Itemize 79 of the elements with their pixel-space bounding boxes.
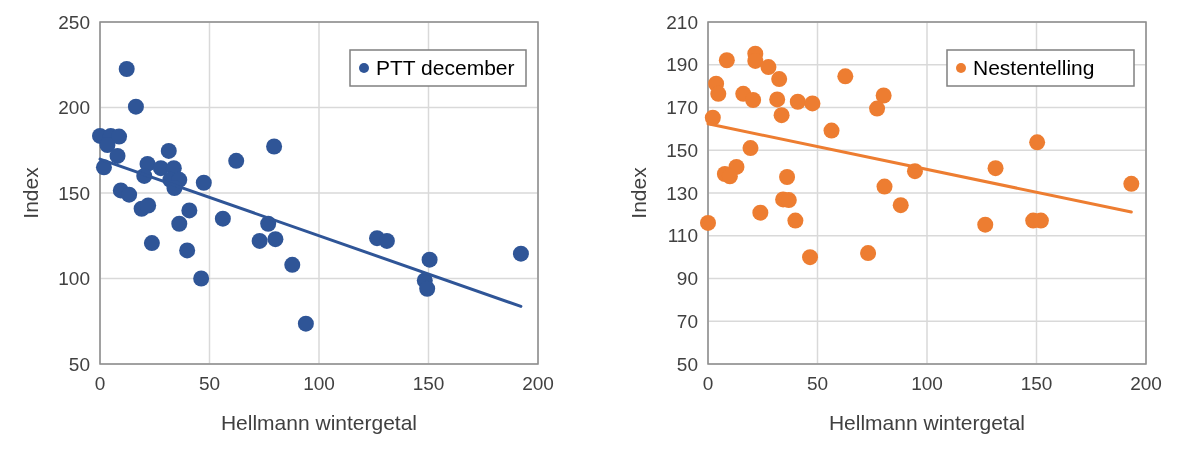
point (179, 242, 196, 259)
point (718, 52, 735, 69)
y-tick-label: 150 (58, 182, 90, 204)
point (977, 216, 994, 233)
point (787, 212, 804, 229)
point (771, 71, 788, 88)
point (512, 245, 529, 262)
point (700, 214, 716, 231)
y-tick-label: 210 (666, 11, 698, 33)
y-tick-label: 70 (676, 310, 698, 332)
point (193, 270, 210, 287)
point (875, 87, 892, 104)
y-tick-label: 90 (676, 268, 698, 290)
point (1123, 175, 1140, 192)
point (121, 186, 138, 203)
x-tick-label: 50 (198, 373, 221, 394)
y-tick-label: 150 (666, 139, 698, 161)
y-tick-label: 130 (666, 182, 698, 204)
x-tick-label: 50 (806, 373, 829, 394)
x-tick-label: 100 (303, 373, 335, 394)
y-tick-label: 200 (58, 97, 90, 119)
point (752, 204, 769, 221)
y-tick-label: 250 (58, 11, 90, 33)
point (181, 202, 198, 219)
y-axis-title: Index (19, 166, 42, 219)
point (143, 235, 160, 252)
point (742, 140, 759, 157)
point (171, 215, 188, 232)
point (214, 210, 231, 227)
x-tick-label: 150 (412, 373, 445, 394)
x-tick-label: 150 (1020, 373, 1053, 394)
point (802, 249, 819, 266)
x-tick-label: 200 (1130, 373, 1162, 394)
point (779, 168, 796, 185)
point (823, 122, 840, 139)
y-tick-label: 50 (68, 353, 90, 375)
point (760, 59, 777, 76)
point (228, 152, 245, 169)
y-tick-label: 50 (676, 353, 698, 375)
point (421, 251, 438, 268)
point (773, 107, 790, 124)
y-tick-label: 190 (666, 54, 698, 76)
point (892, 197, 909, 214)
point (251, 232, 268, 249)
point (127, 98, 144, 115)
x-axis-title: Hellmann wintergetal (828, 411, 1026, 434)
point (140, 197, 157, 214)
point (789, 93, 806, 110)
point (745, 92, 762, 109)
point (837, 68, 854, 85)
point (160, 142, 177, 159)
point (710, 85, 727, 102)
x-tick-label: 200 (522, 373, 554, 394)
point (869, 100, 886, 117)
point (876, 178, 893, 195)
point (297, 315, 314, 332)
point (1029, 134, 1046, 151)
point (860, 245, 877, 262)
point (284, 256, 301, 273)
point (195, 174, 212, 191)
y-tick-label: 170 (666, 97, 698, 119)
point (378, 232, 395, 249)
point (804, 95, 821, 112)
legend-label: PTT december (376, 56, 515, 79)
y-tick-label: 100 (58, 268, 90, 290)
point (419, 280, 436, 297)
y-tick-label: 110 (667, 225, 698, 247)
point (118, 61, 135, 78)
x-tick-label: 0 (702, 373, 714, 394)
point (769, 91, 786, 108)
x-tick-label: 100 (911, 373, 943, 394)
point (987, 160, 1004, 177)
x-axis-title: Hellmann wintergetal (220, 411, 418, 434)
point (109, 147, 126, 164)
x-tick-label: 0 (94, 373, 106, 394)
y-axis-title: Index (627, 166, 650, 219)
point (267, 231, 284, 248)
legend-label: Nestentelling (973, 56, 1095, 79)
point (266, 138, 283, 155)
